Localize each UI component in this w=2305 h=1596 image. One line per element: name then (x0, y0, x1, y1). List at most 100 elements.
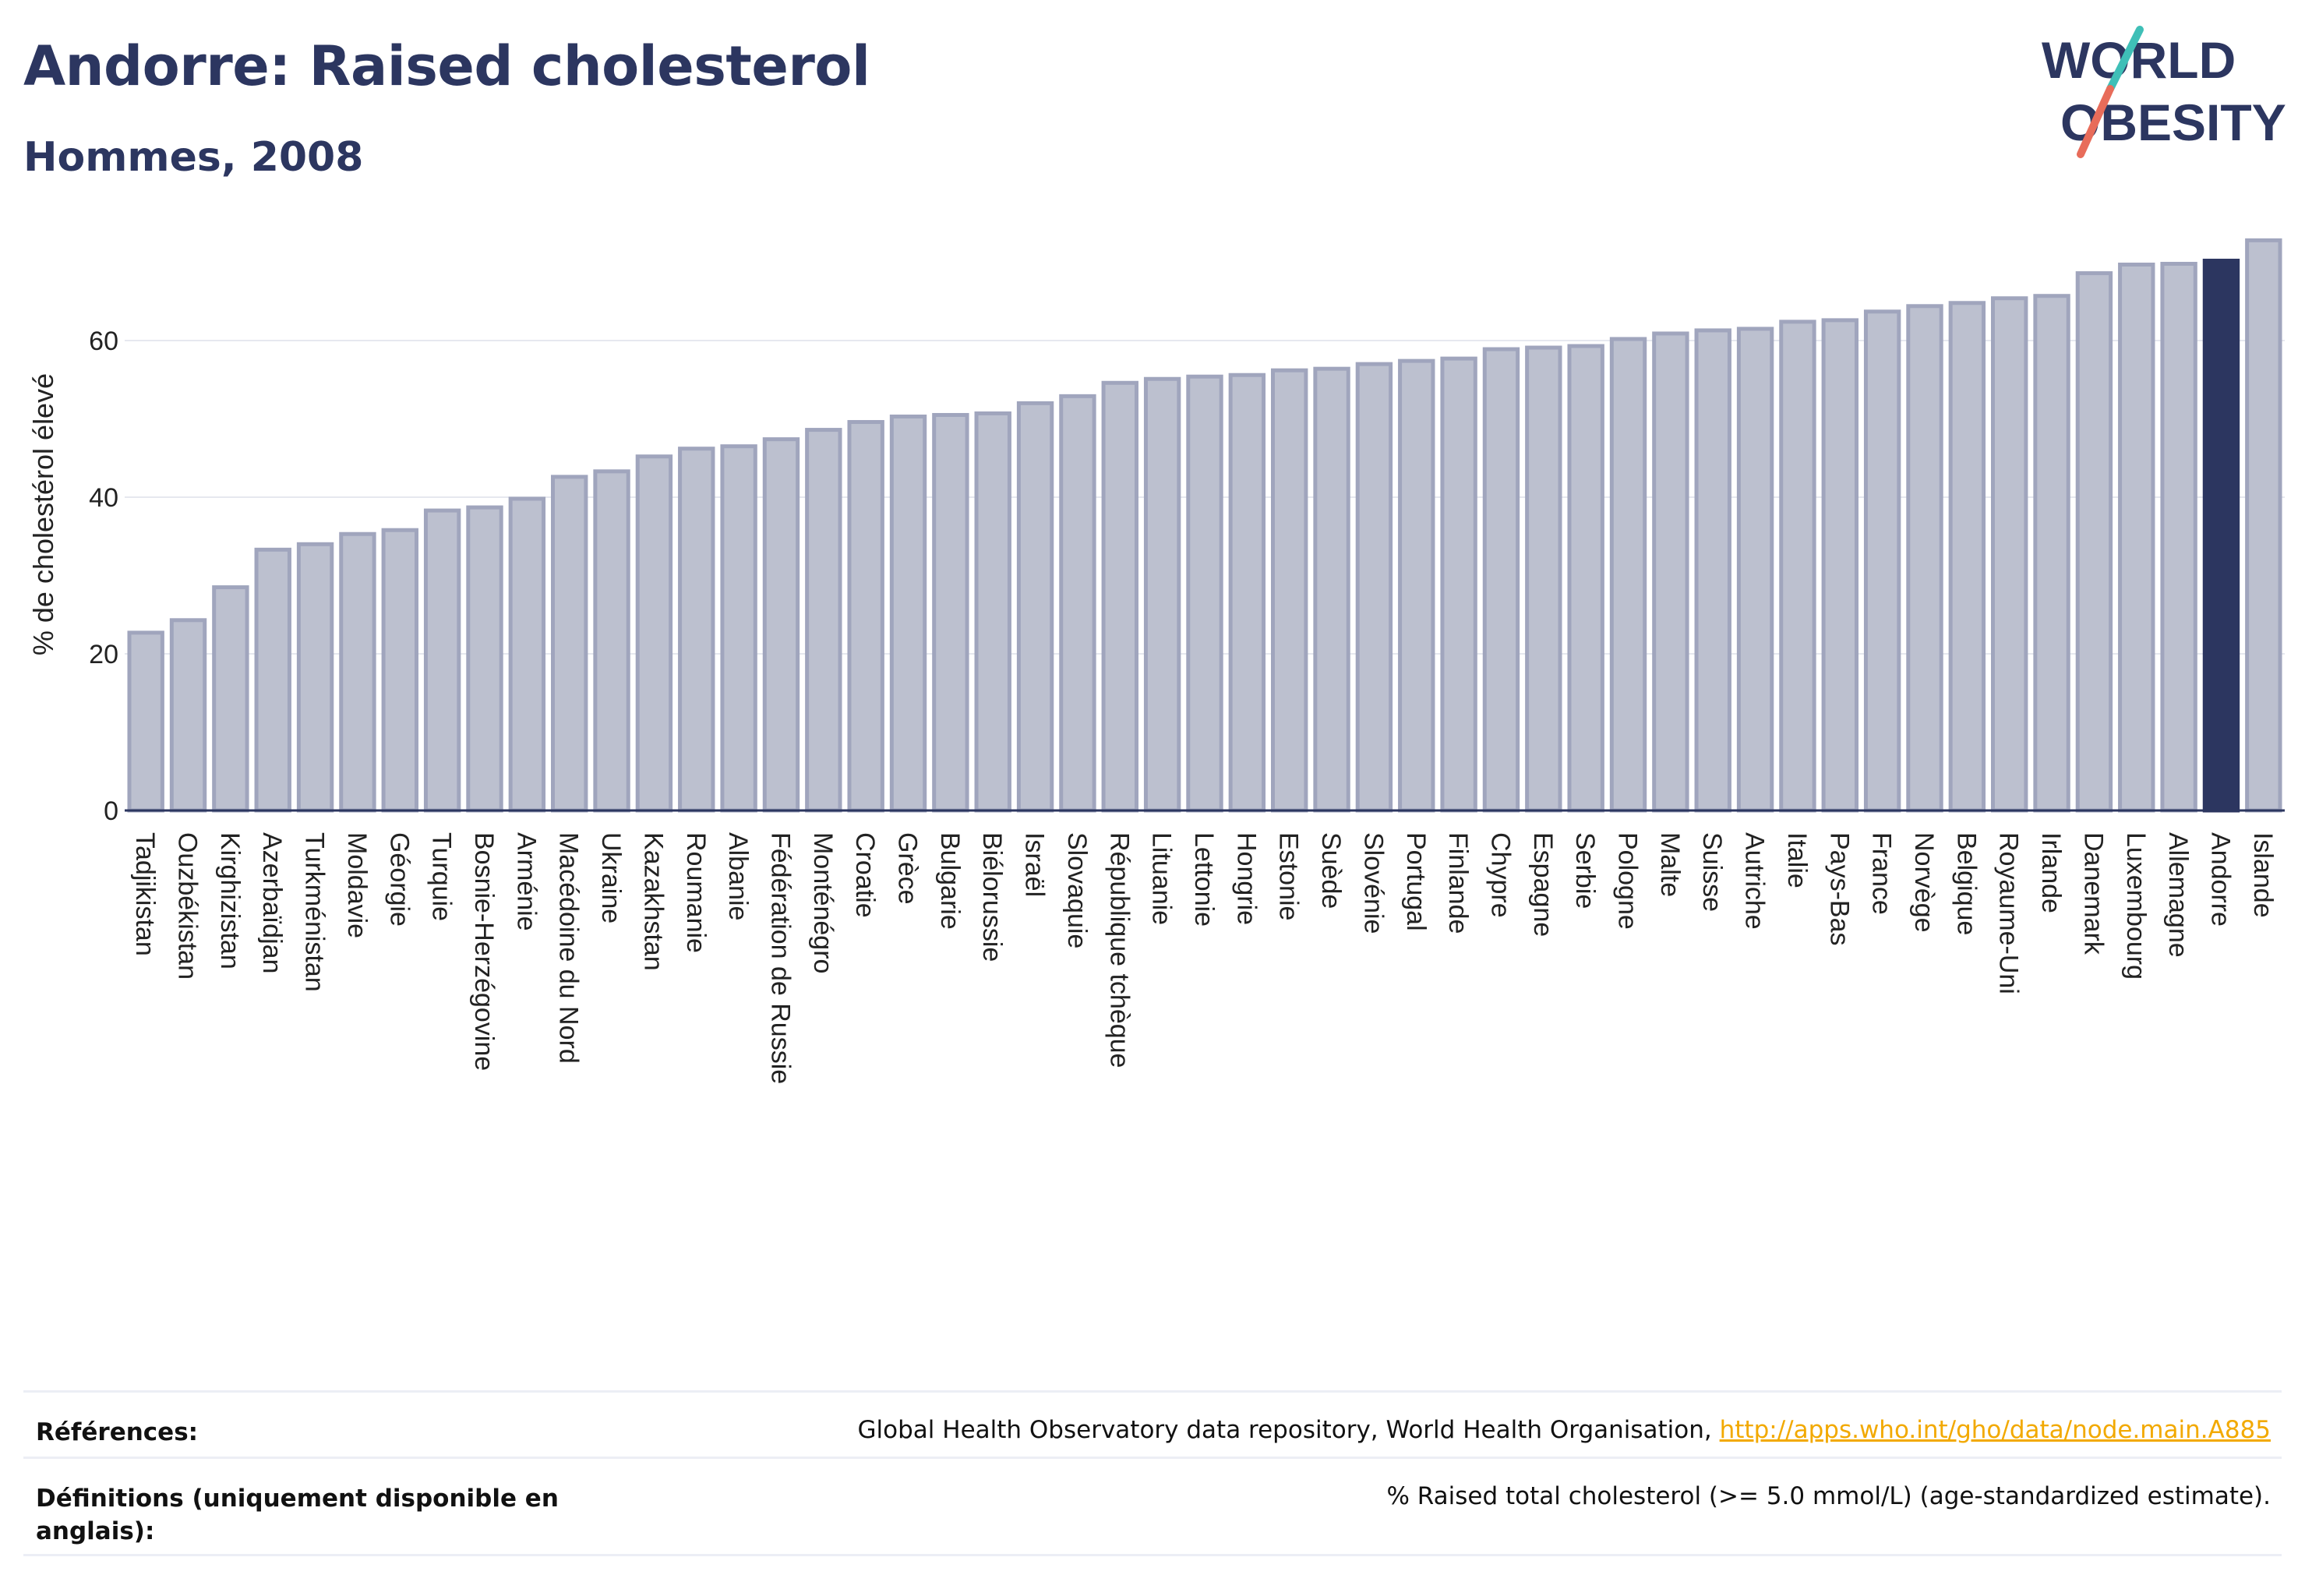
x-tick-label: Kirghizistan (215, 832, 245, 969)
bar-23 (1101, 380, 1138, 813)
bar-27 (1271, 368, 1308, 813)
bar-44 (1991, 296, 2028, 813)
x-tick-label: Slovénie (1358, 832, 1388, 934)
bar-42 (1906, 304, 1943, 813)
x-tick-label: Espagne (1528, 832, 1558, 937)
x-tick-label: Slovaquie (1062, 832, 1092, 948)
x-tick-label: Serbie (1570, 832, 1600, 909)
x-tick-label: Finlande (1443, 832, 1473, 934)
bar-3 (254, 547, 291, 813)
bar-9 (508, 496, 546, 813)
x-tick-label: Monténégro (808, 832, 838, 973)
x-tick-label: Bosnie-Herzégovine (469, 832, 499, 1071)
x-tick-label: Norvège (1909, 832, 1939, 933)
definitions-value: % Raised total cholesterol (>= 5.0 mmol/… (1386, 1482, 2271, 1510)
y-tick-label: 20 (89, 640, 118, 669)
bar-48 (2160, 262, 2197, 813)
bar-47 (2118, 263, 2155, 813)
bar-34 (1567, 344, 1604, 813)
axes: 0 20 40 60 Tadjikistan Ouzbékistan Kirghizista… (89, 327, 2285, 1084)
references-table: Références: Global Health Observatory da… (23, 1390, 2282, 1556)
x-tick-label: Allemagne (2163, 832, 2193, 958)
bar-15 (762, 437, 800, 813)
bar-17 (847, 420, 884, 813)
definitions-row: Définitions (uniquement disponible en an… (23, 1457, 2282, 1556)
x-tick-label: Croatie (850, 832, 880, 918)
bar-28 (1313, 366, 1350, 813)
bar-14 (720, 444, 757, 813)
y-tick-label: 40 (89, 483, 118, 513)
bar-43 (1948, 301, 1986, 813)
bar-30 (1398, 358, 1435, 813)
page-title: Andorre: Raised cholesterol (23, 34, 870, 98)
logo-line-1: WORLD (2042, 31, 2236, 89)
y-tick-label: 60 (89, 327, 118, 356)
x-tick-label: Chypre (1485, 832, 1515, 918)
references-label: Références: (36, 1418, 199, 1446)
bar-36 (1652, 331, 1689, 813)
bar-18 (889, 414, 927, 813)
x-tick-label: Lituanie (1147, 832, 1177, 925)
bar-31 (1440, 356, 1477, 813)
bar-11 (593, 469, 630, 813)
definitions-label: Définitions (uniquement disponible en an… (36, 1485, 559, 1545)
x-tick-label: Royaume-Uni (1994, 832, 2024, 994)
x-tick-label: Pologne (1613, 832, 1643, 930)
bar-13 (678, 447, 715, 813)
bar-4 (296, 542, 334, 813)
x-tick-label: France (1867, 832, 1897, 915)
x-tick-label: Portugal (1401, 832, 1431, 931)
y-tick-label: 0 (104, 796, 118, 826)
bar-8 (466, 505, 503, 813)
bar-7 (423, 508, 461, 813)
bar-21 (1016, 401, 1054, 813)
x-tick-label: Danemark (2078, 832, 2108, 955)
bar-16 (805, 428, 842, 813)
bar-33 (1525, 345, 1562, 813)
x-tick-label: Malte (1655, 832, 1685, 897)
bar-20 (974, 411, 1011, 813)
x-tick-label: Suisse (1697, 832, 1727, 912)
bar-1 (169, 618, 207, 813)
references-link[interactable]: http://apps.who.int/gho/data/node.main.A… (1719, 1416, 2271, 1444)
logo-slash-teal-icon (2106, 26, 2144, 93)
bar-49 (2202, 258, 2240, 813)
x-tick-label: Grèce (893, 832, 923, 905)
bar-40 (1821, 318, 1858, 813)
x-tick-label: Azerbaïdjan (257, 832, 287, 973)
x-tick-label: Kazakhstan (638, 832, 668, 971)
bar-6 (381, 528, 418, 813)
bar-24 (1143, 376, 1181, 813)
bars (127, 238, 2282, 813)
x-tick-label: Pays-Bas (1824, 832, 1854, 946)
x-tick-label: Biélorussie (977, 832, 1007, 962)
x-tick-label: Islande (2248, 832, 2278, 918)
x-tick-label: Fédération de Russie (765, 832, 795, 1084)
bar-chart: 0 20 40 60 Tadjikistan Ouzbékistan Kirghizista… (27, 238, 2285, 1084)
x-tick-label: Bulgarie (935, 832, 965, 930)
x-tick-label: Lettonie (1189, 832, 1219, 927)
x-tick-label: Moldavie (342, 832, 372, 938)
x-tick-label: Roumanie (681, 832, 711, 953)
x-tick-label: Israël (1020, 832, 1050, 897)
bar-37 (1694, 328, 1731, 813)
x-tick-label: Irlande (2036, 832, 2066, 913)
x-tick-label: Ouzbékistan (173, 832, 203, 980)
bar-2 (212, 585, 249, 813)
page-subtitle: Hommes, 2008 (23, 134, 364, 181)
bar-45 (2033, 294, 2070, 813)
y-axis-label: % de cholestérol élevé (27, 373, 59, 655)
x-tick-label: Belgique (1951, 832, 1981, 935)
bar-19 (932, 412, 969, 813)
x-tick-label: Hongrie (1231, 832, 1261, 925)
bar-35 (1609, 337, 1647, 813)
x-tick-label: Estonie (1274, 832, 1304, 920)
x-tick-label: République tchèque (1104, 832, 1134, 1068)
references-source: Global Health Observatory data repositor… (857, 1416, 1720, 1444)
x-tick-label: Turquie (427, 832, 457, 921)
world-obesity-logo: WORLD OBESITY (2042, 26, 2286, 158)
x-tick-label: Arménie (511, 832, 541, 931)
references-row: Références: Global Health Observatory da… (23, 1390, 2282, 1457)
bar-12 (635, 454, 673, 813)
x-tick-label: Autriche (1740, 832, 1770, 930)
